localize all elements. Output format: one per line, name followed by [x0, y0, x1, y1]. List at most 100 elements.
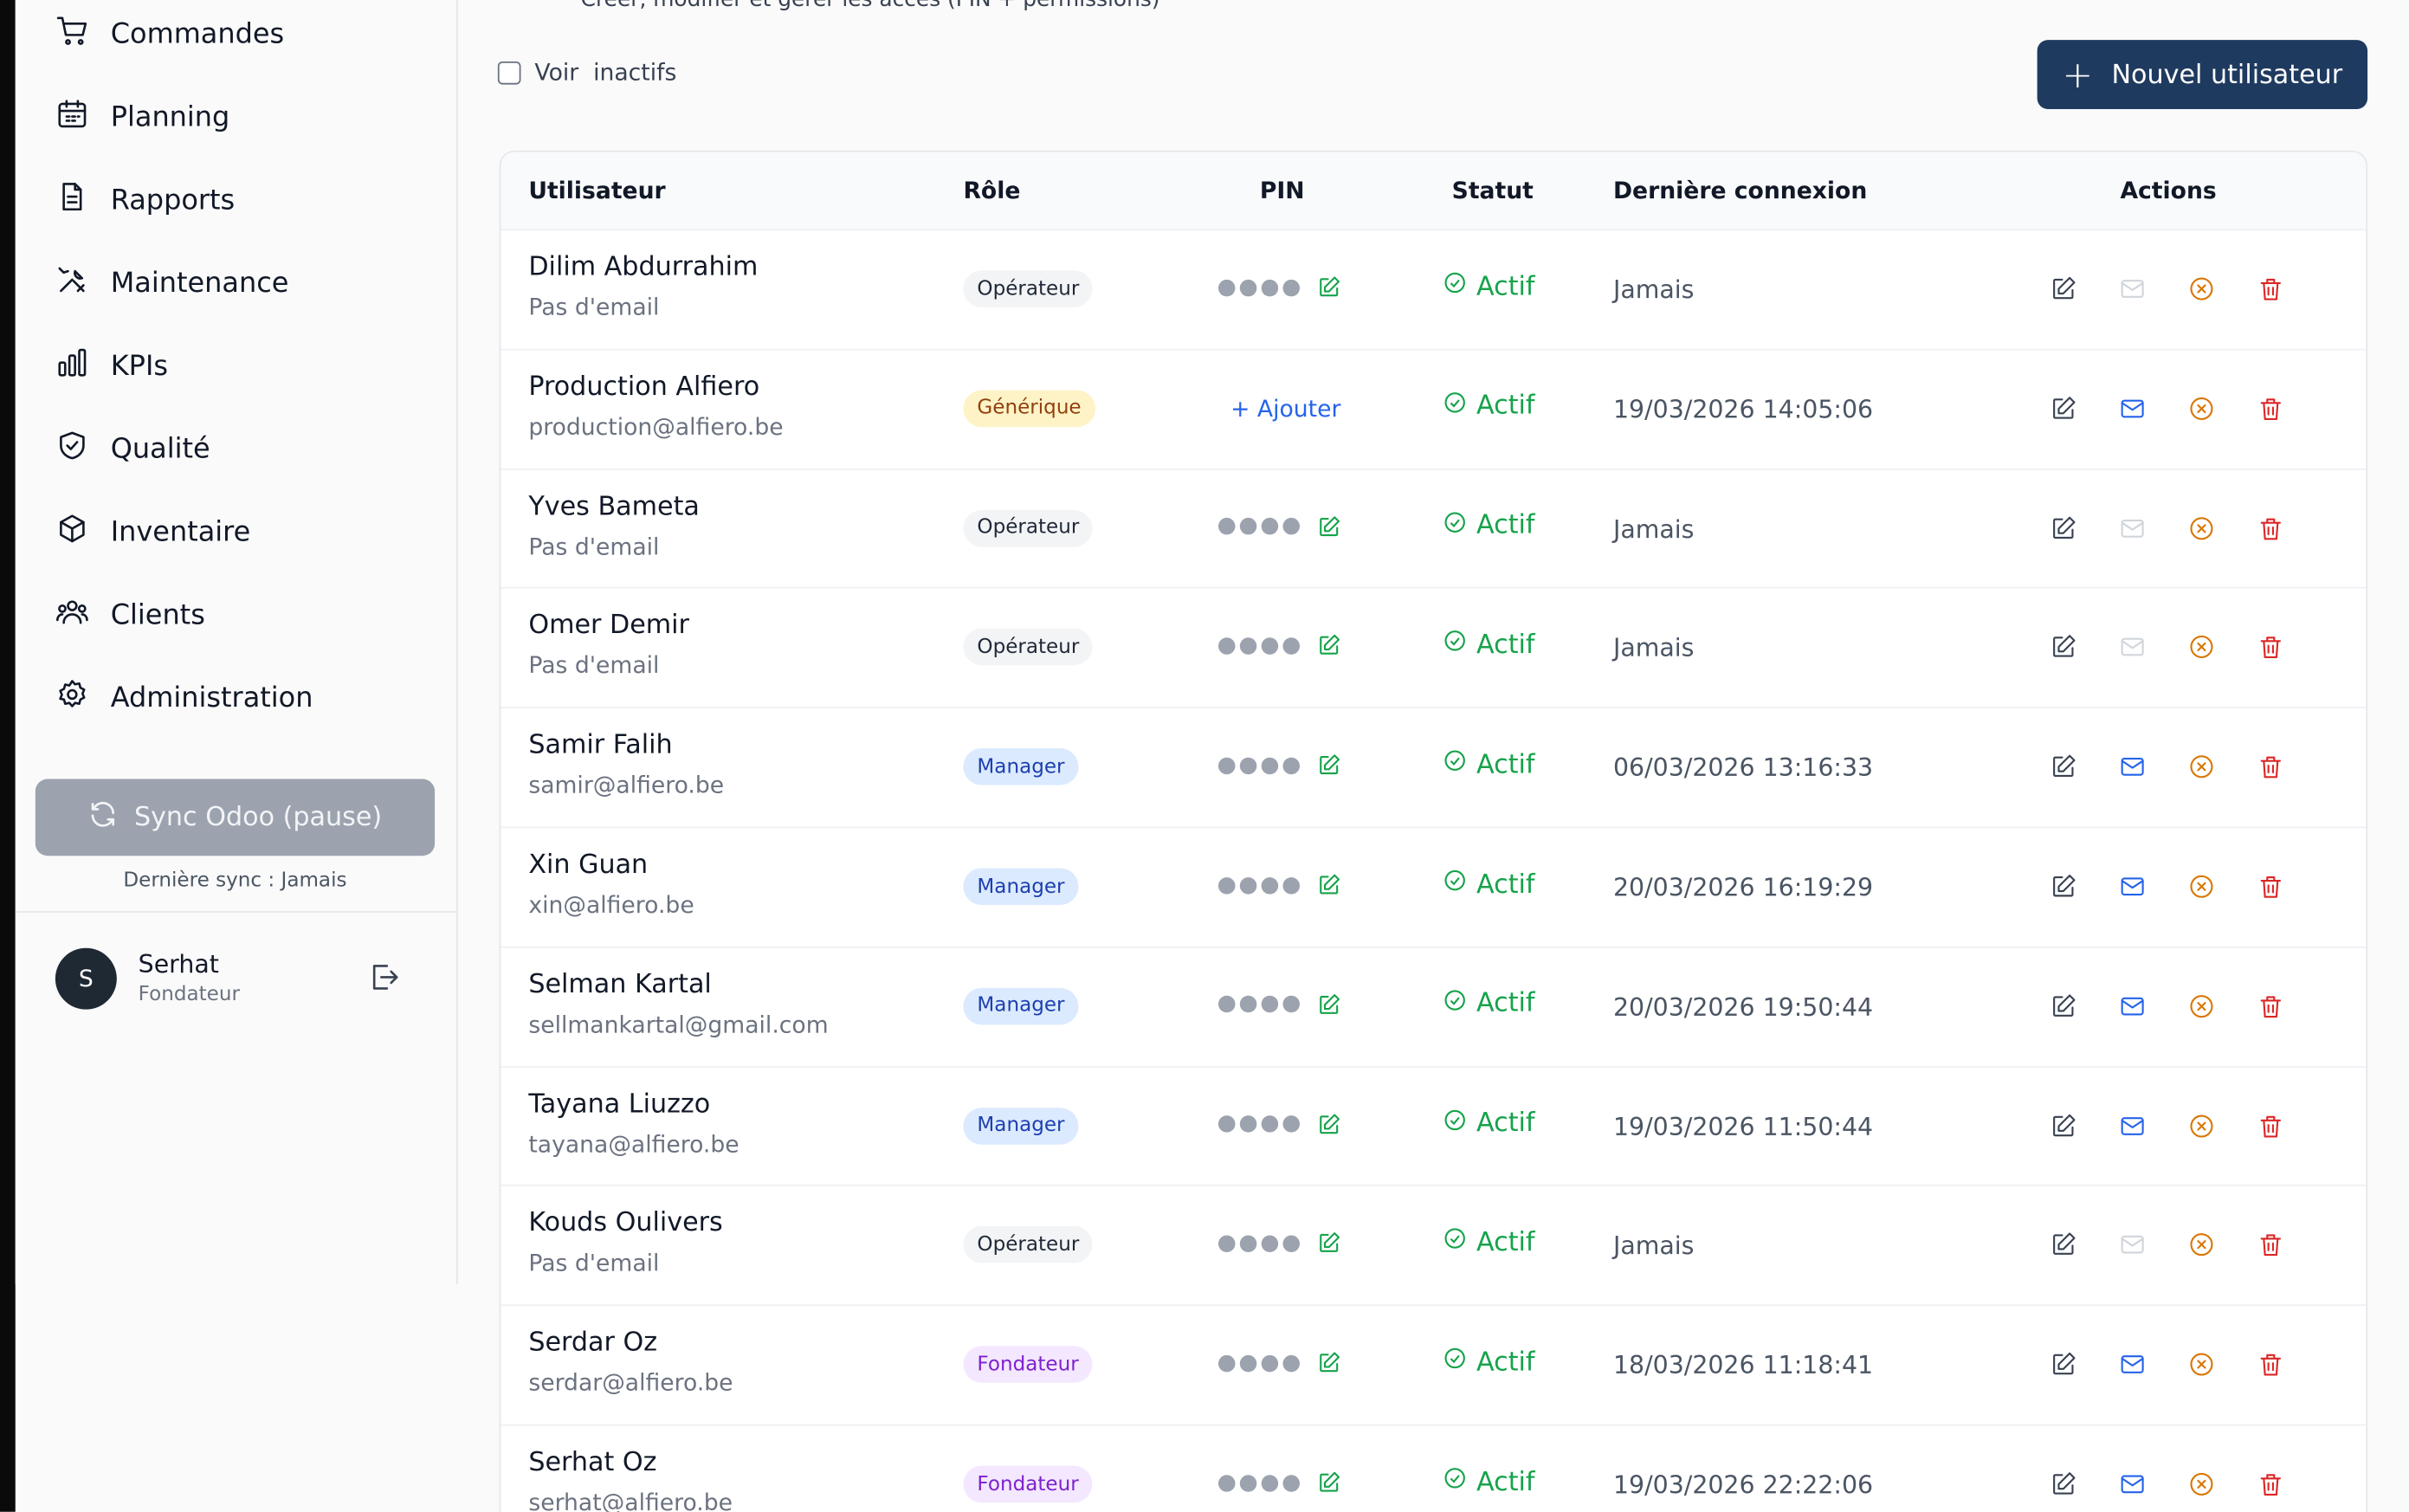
edit-pin-icon[interactable]: [1317, 514, 1341, 539]
pin-masked: [1217, 275, 1341, 300]
trash-icon[interactable]: [2257, 514, 2284, 542]
bar-chart-icon: [55, 346, 89, 385]
mail-icon[interactable]: [2119, 1112, 2147, 1140]
edit-icon[interactable]: [2050, 1351, 2077, 1379]
role-badge: Manager: [963, 748, 1079, 785]
user-email: tayana@alfiero.be: [528, 1130, 739, 1159]
deactivate-icon[interactable]: [2188, 1351, 2216, 1379]
status-label: Actif: [1476, 869, 1535, 900]
show-inactive-checkbox[interactable]: [497, 61, 521, 84]
sidebar-item-rapports[interactable]: Rapports: [55, 169, 235, 230]
deactivate-icon[interactable]: [2188, 395, 2216, 423]
column-header-pin[interactable]: PIN: [1259, 177, 1305, 204]
edit-icon[interactable]: [2050, 514, 2077, 542]
edit-pin-icon[interactable]: [1317, 873, 1341, 897]
status-badge: Actif: [1443, 509, 1535, 541]
sidebar-item-clients[interactable]: Clients: [55, 584, 205, 645]
last-sync-note: Dernière sync : Jamais: [123, 869, 347, 893]
edit-pin-icon[interactable]: [1317, 1231, 1341, 1256]
user-email: production@alfiero.be: [528, 412, 784, 441]
table-row: Kouds Oulivers Pas d'email Opérateur Actif J…: [501, 1185, 2367, 1305]
trash-icon[interactable]: [2257, 873, 2284, 901]
mail-icon[interactable]: [2119, 992, 2147, 1020]
add-pin-link[interactable]: + Ajouter: [1230, 394, 1341, 423]
column-header-status[interactable]: Statut: [1451, 177, 1534, 204]
status-label: Actif: [1476, 391, 1535, 422]
mail-icon[interactable]: [2119, 1470, 2147, 1498]
new-user-button[interactable]: + Nouvel utilisateur: [2037, 40, 2368, 109]
trash-icon[interactable]: [2257, 753, 2284, 781]
mail-icon[interactable]: [2119, 873, 2147, 901]
pin-dot: [1239, 1354, 1257, 1372]
deactivate-icon[interactable]: [2188, 873, 2216, 901]
deactivate-icon[interactable]: [2188, 1470, 2216, 1498]
pin-dot: [1217, 1235, 1236, 1252]
edit-icon[interactable]: [2050, 275, 2077, 303]
user-name: Yves Bameta: [528, 491, 700, 522]
edit-icon[interactable]: [2050, 992, 2077, 1020]
table-row: Xin Guan xin@alfiero.be Manager Actif 20/03/…: [501, 826, 2367, 947]
trash-icon[interactable]: [2257, 1351, 2284, 1379]
deactivate-icon[interactable]: [2188, 992, 2216, 1020]
user-email: Pas d'email: [528, 651, 660, 680]
status-badge: Actif: [1443, 270, 1535, 302]
edit-icon[interactable]: [2050, 634, 2077, 662]
sidebar-item-maintenance[interactable]: Maintenance: [55, 252, 289, 313]
sidebar-item-kpis[interactable]: KPIs: [55, 335, 168, 397]
edit-pin-icon[interactable]: [1317, 1112, 1341, 1136]
user-email: serhat@alfiero.be: [528, 1489, 733, 1512]
pin-dot: [1217, 1474, 1236, 1491]
show-inactive-toggle[interactable]: Voir inactifs: [497, 58, 676, 86]
trash-icon[interactable]: [2257, 1231, 2284, 1259]
sidebar-item-commandes[interactable]: Commandes: [55, 3, 284, 65]
mail-icon[interactable]: [2119, 395, 2147, 423]
mail-icon[interactable]: [2119, 1351, 2147, 1379]
mail-icon[interactable]: [2119, 753, 2147, 781]
trash-icon[interactable]: [2257, 395, 2284, 423]
edit-pin-icon[interactable]: [1317, 992, 1341, 1017]
edit-pin-icon[interactable]: [1317, 1470, 1341, 1495]
trash-icon[interactable]: [2257, 992, 2284, 1020]
last-login: Jamais: [1612, 275, 1695, 305]
edit-icon[interactable]: [2050, 753, 2077, 781]
deactivate-icon[interactable]: [2188, 1112, 2216, 1140]
trash-icon[interactable]: [2257, 1112, 2284, 1140]
edit-icon[interactable]: [2050, 873, 2077, 901]
deactivate-icon[interactable]: [2188, 275, 2216, 303]
sidebar-item-inventaire[interactable]: Inventaire: [55, 501, 250, 562]
last-login: 20/03/2026 19:50:44: [1612, 992, 1874, 1022]
edit-pin-icon[interactable]: [1317, 275, 1341, 300]
sidebar-item-planning[interactable]: Planning: [55, 86, 229, 147]
edit-pin-icon[interactable]: [1317, 753, 1341, 778]
column-header-last-login[interactable]: Dernière connexion: [1612, 177, 1868, 204]
edit-pin-icon[interactable]: [1317, 634, 1341, 658]
status-label: Actif: [1476, 988, 1535, 1019]
trash-icon[interactable]: [2257, 1470, 2284, 1498]
sidebar-item-label: Clients: [110, 598, 205, 631]
trash-icon[interactable]: [2257, 275, 2284, 303]
deactivate-icon[interactable]: [2188, 753, 2216, 781]
edit-icon[interactable]: [2050, 395, 2077, 423]
column-header-role[interactable]: Rôle: [963, 177, 1021, 204]
edit-pin-icon[interactable]: [1317, 1351, 1341, 1375]
pin-dot: [1239, 518, 1257, 535]
deactivate-icon[interactable]: [2188, 634, 2216, 662]
deactivate-icon[interactable]: [2188, 514, 2216, 542]
pin-dot: [1261, 518, 1279, 535]
pin-dot: [1261, 279, 1279, 296]
pin-dot: [1239, 637, 1257, 655]
user-name: Serhat Oz: [528, 1447, 657, 1478]
sidebar-item-administration[interactable]: Administration: [55, 667, 313, 728]
cart-icon: [55, 14, 89, 54]
edit-icon[interactable]: [2050, 1231, 2077, 1259]
sidebar-item-qualite[interactable]: Qualité: [55, 418, 210, 480]
logout-icon[interactable]: [367, 960, 401, 994]
sync-odoo-button[interactable]: Sync Odoo (pause): [35, 779, 436, 856]
deactivate-icon[interactable]: [2188, 1231, 2216, 1259]
edit-icon[interactable]: [2050, 1470, 2077, 1498]
trash-icon[interactable]: [2257, 634, 2284, 662]
column-header-user[interactable]: Utilisateur: [528, 177, 666, 204]
table-row: Yves Bameta Pas d'email Opérateur Actif Jama…: [501, 468, 2367, 587]
edit-icon[interactable]: [2050, 1112, 2077, 1140]
last-login: 18/03/2026 11:18:41: [1612, 1350, 1874, 1380]
